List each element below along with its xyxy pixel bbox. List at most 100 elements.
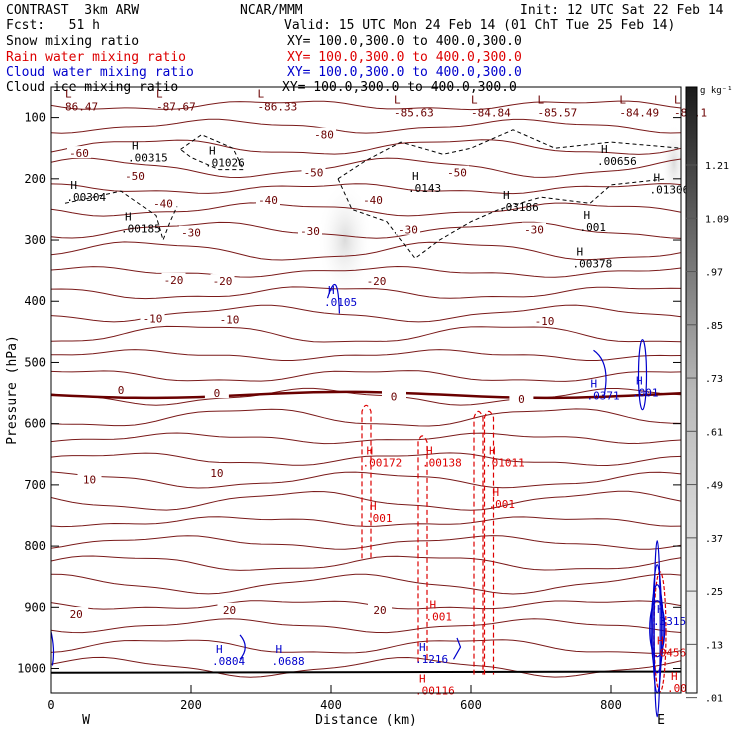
isotherm-label: -10	[143, 312, 163, 325]
colorbar-tick-label: .73	[705, 374, 723, 385]
isotherm-label-bg	[256, 193, 280, 206]
isotherm-label-bg	[204, 466, 229, 479]
cloud-water-high-marker: H	[657, 603, 664, 616]
rain-water-value: .001	[489, 498, 516, 511]
cloud-water-high-marker: H	[328, 284, 335, 297]
low-center-marker: L	[538, 94, 545, 107]
isotherm-line	[50, 452, 682, 467]
isotherm-label-bg	[64, 607, 89, 620]
colorbar-tick-label: .49	[705, 481, 723, 492]
plot-frame	[50, 86, 682, 694]
legend-rain-label: Rain water mixing ratio	[6, 50, 187, 65]
colorbar-tick-label: .13	[705, 640, 723, 651]
colorbar	[685, 86, 698, 694]
isotherm-line	[50, 139, 682, 155]
low-center-marker: L	[156, 87, 163, 100]
cloud-water-value: .0688	[272, 655, 305, 668]
isotherm-label: -20	[213, 275, 233, 288]
isotherm-label-bg	[140, 311, 165, 324]
cloud-water-high-marker: H	[636, 374, 643, 387]
isotherm-label: -20	[164, 274, 184, 287]
snow-high-marker: H	[654, 171, 661, 184]
init-time: Init: 12 UTC Sat 22 Feb 14	[520, 3, 724, 18]
x-tick-label: 600	[460, 698, 482, 712]
snow-high-marker: H	[70, 179, 77, 192]
y-tick-label: 700	[24, 478, 46, 492]
low-center-marker: L	[65, 87, 72, 100]
legend-rain-xy: XY= 100.0,300.0 to 400.0,300.0	[287, 50, 522, 65]
snow-high-marker: H	[125, 210, 132, 223]
isotherm-line	[50, 516, 682, 528]
rain-water-value: .001	[366, 512, 393, 525]
isotherm-label-bg	[522, 222, 546, 235]
rain-high-marker: H	[426, 444, 433, 457]
isotherm-label-bg	[301, 165, 326, 178]
y-tick-label: 100	[24, 111, 46, 125]
snow-high-value: .0143	[408, 182, 441, 195]
isotherm-line	[50, 183, 682, 195]
east-label: E	[657, 713, 665, 728]
low-center-value: 86.47	[65, 100, 98, 113]
isotherm-label-bg	[445, 165, 469, 178]
isotherm-label-bg	[77, 472, 102, 485]
isotherm-label: 0	[118, 384, 125, 397]
rain-high-marker: H	[657, 635, 664, 648]
isotherm-label-bg	[217, 602, 242, 615]
low-center-marker: L	[394, 94, 401, 107]
isotherm-label-bg	[123, 168, 147, 181]
low-center-value: -85.63	[394, 107, 434, 120]
rain-high-marker: H	[430, 599, 437, 612]
y-tick-label: 1000	[17, 662, 46, 676]
isotherm-line	[50, 100, 682, 111]
isotherm-label: -60	[69, 147, 89, 160]
isotherm-line	[50, 471, 682, 489]
isotherm-line	[50, 370, 682, 382]
snow-high-value: .01026	[205, 156, 245, 169]
isotherm-label: -40	[363, 194, 383, 207]
isotherm-label-bg	[532, 313, 557, 326]
isotherm-line	[50, 618, 682, 634]
snow-contour	[337, 178, 668, 260]
isotherm-label-bg	[361, 193, 385, 206]
rain-contour	[483, 410, 495, 675]
isotherm-label: -80	[314, 129, 334, 142]
isotherm-line	[50, 349, 682, 361]
isotherm-label-bg	[161, 272, 186, 285]
isotherm-label: 0	[391, 391, 398, 404]
isotherm-line	[50, 408, 682, 427]
rain-water-value: .00138	[422, 456, 462, 469]
isotherm-line	[50, 490, 682, 511]
cloud-water-high-marker: H	[276, 643, 283, 656]
rain-water-value: .00116	[415, 685, 455, 698]
y-tick-label: 300	[24, 233, 46, 247]
snow-contour	[337, 129, 682, 180]
isotherm-label-bg	[179, 225, 203, 238]
snow-high-marker: H	[132, 139, 139, 152]
x-tick-label: 200	[180, 698, 202, 712]
cloud-water-high-marker: H	[591, 378, 598, 391]
snow-high-marker: H	[584, 209, 591, 222]
zero-isotherm-line	[50, 390, 682, 400]
cloud-water-value: .0804	[212, 655, 245, 668]
isotherm-line	[50, 241, 682, 261]
isotherm-line	[50, 432, 682, 445]
rain-high-marker: H	[419, 673, 426, 686]
isotherm-line	[50, 573, 682, 595]
rain-high-marker: H	[489, 444, 496, 457]
isotherm-line	[50, 535, 682, 550]
rain-contour	[417, 435, 428, 663]
y-tick-label: 800	[24, 539, 46, 553]
cloud-water-contour	[326, 283, 340, 314]
isotherm-label-bg	[217, 312, 242, 325]
isotherm-line	[50, 387, 682, 406]
snow-contour	[64, 190, 178, 242]
snow-high-value: .00185	[121, 222, 161, 235]
isotherm-label-bg	[312, 127, 336, 140]
low-center-value: -84.49	[619, 107, 659, 120]
cloud-water-value: .001	[632, 386, 659, 399]
colorbar-tick-label: .01	[705, 694, 723, 705]
cloud-water-contour	[239, 634, 246, 660]
colorbar-tick-label: 1.09	[705, 214, 729, 225]
snow-high-value: .03186	[499, 201, 539, 214]
isotherm-label: -10	[220, 314, 240, 327]
